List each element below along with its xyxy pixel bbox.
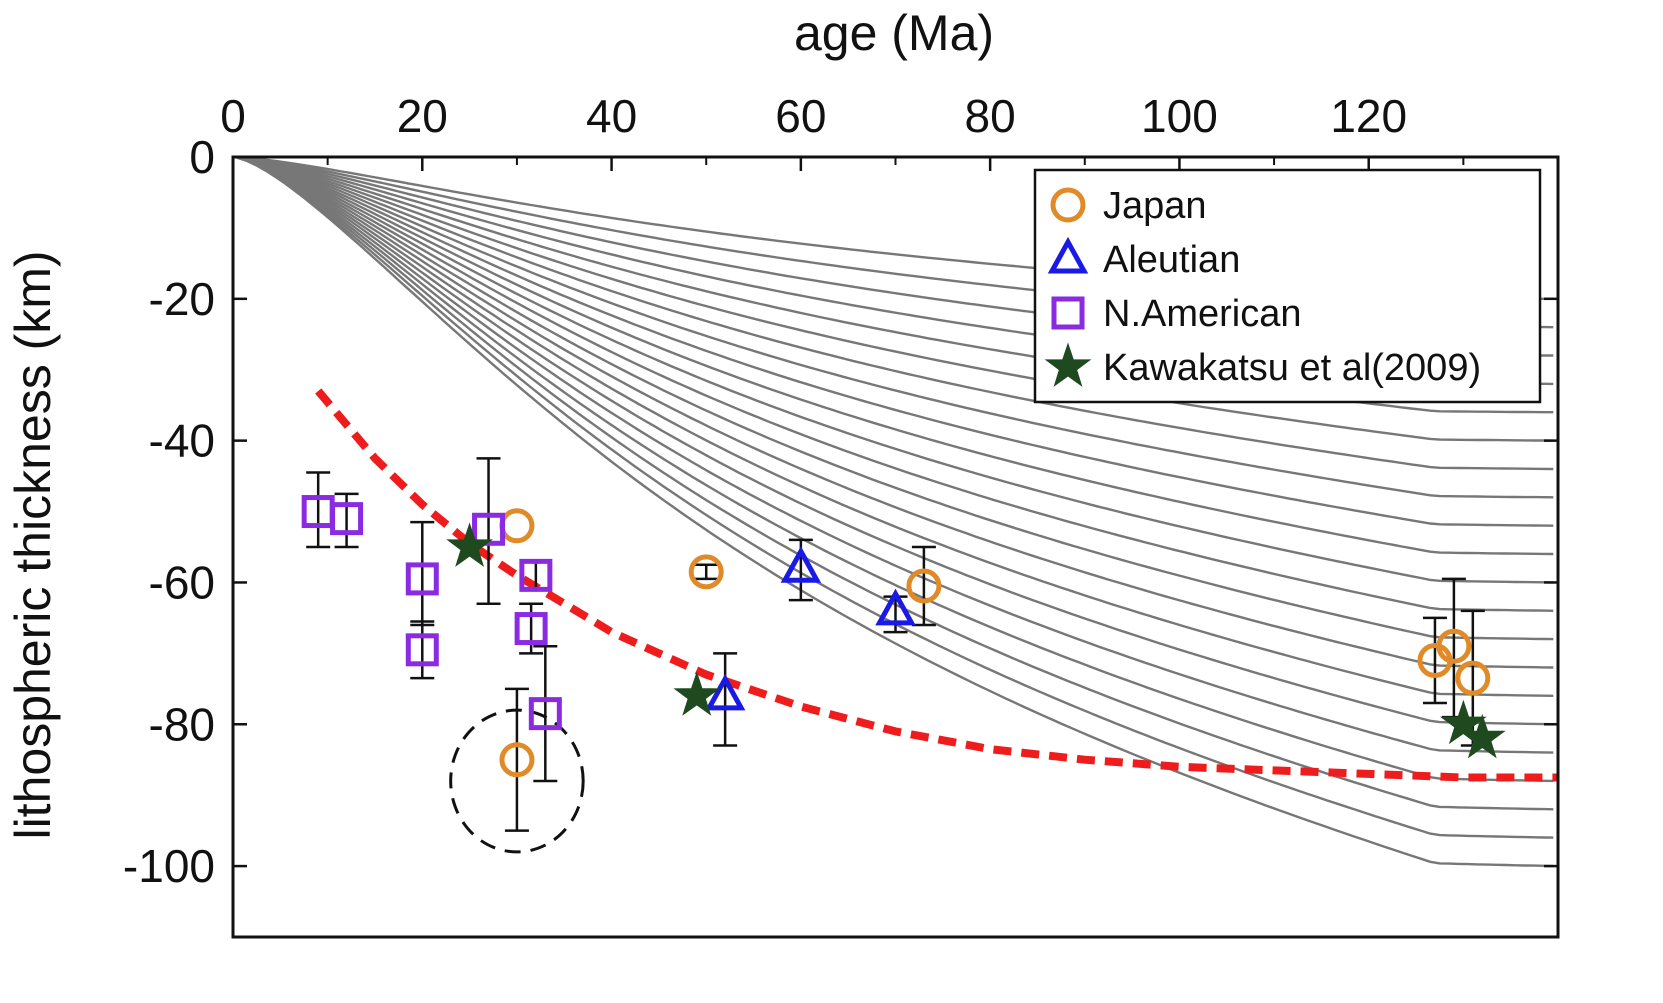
marker-circle: [499, 742, 535, 778]
data-markers: [301, 495, 1506, 778]
marker-square: [1051, 296, 1085, 330]
model-curve: [237, 156, 1554, 442]
error-bars: [306, 457, 1485, 832]
marker-triangle: [875, 588, 916, 626]
marker-circle: [1050, 187, 1086, 223]
marker-triangle: [704, 673, 746, 711]
y-ticks: 0 -20 -40 -60 -80 -100: [123, 131, 1558, 892]
fit-curve: [315, 388, 1558, 782]
y-axis-title: lithospheric thickness (km): [5, 250, 61, 839]
x-tick-label: 60: [775, 90, 826, 142]
y-tick-label: -60: [149, 556, 215, 608]
x-axis-title: age (Ma): [794, 5, 994, 61]
marker-square: [330, 502, 364, 536]
marker-square: [514, 612, 548, 646]
model-curve: [237, 156, 1554, 754]
y-tick-label: 0: [189, 131, 215, 183]
model-curve: [237, 156, 1554, 471]
model-curves: [237, 156, 1554, 868]
model-curve: [237, 156, 1554, 584]
marker-circle: [688, 554, 724, 590]
x-tick-label: 100: [1141, 90, 1218, 142]
marker-square: [519, 558, 553, 592]
x-ticks: 0 20 40 60 80 100 120: [220, 90, 1465, 171]
marker-circle: [499, 508, 535, 544]
marker-square: [405, 633, 439, 667]
marker-circle: [906, 568, 942, 604]
model-curve: [237, 156, 1554, 697]
legend-label: Japan: [1103, 185, 1207, 227]
y-tick-label: -80: [149, 698, 215, 750]
model-curve: [237, 156, 1554, 641]
x-tick-label: 40: [586, 90, 637, 142]
x-tick-label: 0: [220, 90, 246, 142]
marker-triangle: [1047, 236, 1089, 274]
marker-star: [446, 522, 493, 567]
model-curve: [237, 156, 1554, 499]
model-curve: [237, 156, 1554, 726]
marker-star: [1044, 342, 1092, 387]
fit-curve-line: [315, 388, 1558, 782]
legend-box: [1033, 168, 1542, 404]
x-tick-label: 80: [965, 90, 1016, 142]
model-curve: [237, 156, 1554, 612]
legend-label: Kawakatsu et al(2009): [1103, 347, 1481, 389]
y-tick-label: -100: [123, 840, 215, 892]
model-curve: [237, 156, 1554, 527]
x-tick-label: 120: [1330, 90, 1407, 142]
legend-label: N.American: [1103, 293, 1302, 335]
legend: Japan Aleutian N.American Kawakatsu et al(2…: [1033, 168, 1542, 404]
y-tick-label: -40: [149, 415, 215, 467]
marker-square: [472, 512, 506, 546]
marker-star: [1458, 713, 1506, 759]
legend-label: Aleutian: [1103, 239, 1240, 281]
y-tick-label: -20: [149, 273, 215, 325]
model-curve: [237, 156, 1554, 556]
model-curve: [237, 156, 1554, 783]
model-curve: [237, 156, 1554, 669]
marker-star: [673, 671, 721, 716]
marker-circle: [1455, 660, 1491, 696]
marker-triangle: [780, 546, 822, 583]
marker-square: [405, 562, 439, 596]
marker-square: [528, 697, 562, 731]
x-tick-label: 20: [397, 90, 448, 142]
model-curve: [237, 156, 1554, 868]
marker-circle: [1436, 628, 1472, 664]
